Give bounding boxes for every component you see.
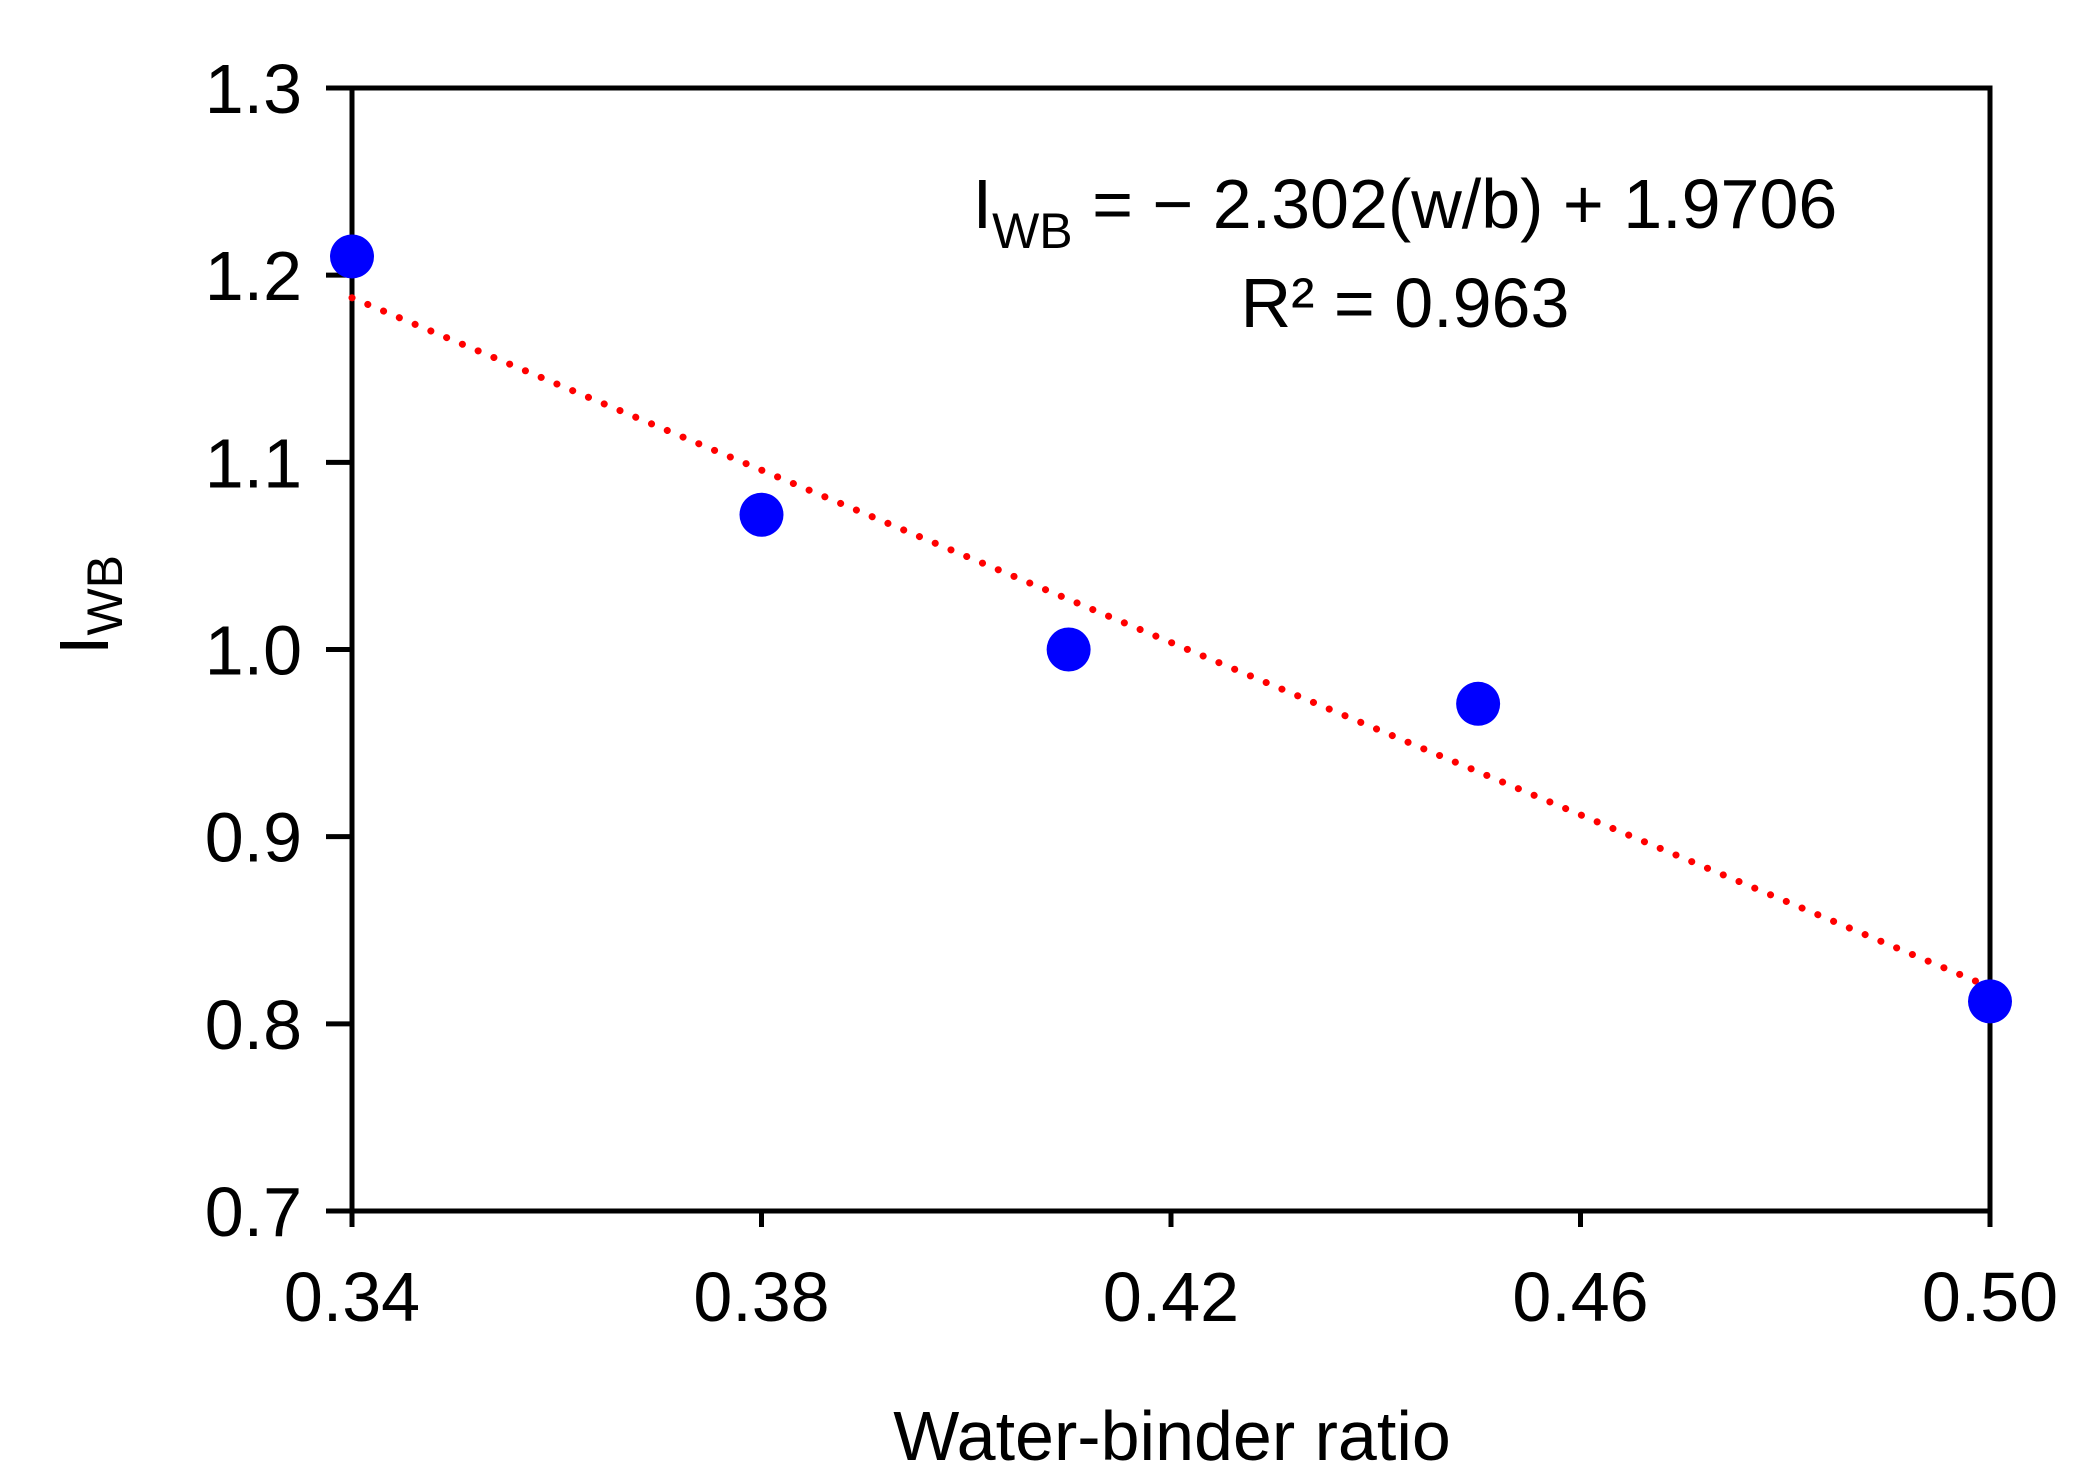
trendline-equation: IWB = − 2.302(w/b) + 1.9706: [973, 165, 1838, 259]
trendline-group: [348, 294, 1994, 991]
x-tick-label-2: 0.42: [1103, 1258, 1239, 1336]
x-tick-label-4: 0.50: [1922, 1258, 2058, 1336]
plot-frame: [349, 85, 1993, 1214]
data-point-0-0: [330, 234, 374, 279]
x-axis-ticks: 0.34 0.38 0.42 0.46 0.50: [284, 1211, 2058, 1336]
x-tick-label-0: 0.34: [284, 1258, 420, 1336]
equation-lhs-sub: WB: [992, 203, 1073, 259]
y-tick-label-5: 1.2: [205, 237, 302, 315]
data-points: [330, 234, 2012, 1024]
plot-border: [349, 85, 1993, 1214]
x-axis-title: Water-binder ratio: [893, 1397, 1451, 1475]
y-axis-title-sub: WB: [77, 555, 133, 636]
y-axis-ticks: 0.7 0.8 0.9 1.0 1.1 1.2 1.3: [205, 50, 352, 1251]
y-tick-label-6: 1.3: [205, 50, 302, 128]
r-squared-label: R² = 0.963: [1241, 264, 1570, 342]
equation-rhs: = − 2.302(w/b) + 1.9706: [1073, 165, 1838, 243]
y-axis-title-main: I: [45, 636, 123, 655]
trendline: [348, 294, 1994, 991]
y-tick-label-4: 1.1: [205, 424, 302, 502]
y-tick-label-0: 0.7: [205, 1173, 302, 1251]
data-point-0-4: [1968, 979, 2012, 1024]
data-point-0-1: [739, 492, 784, 537]
equation-lhs-main: I: [973, 165, 992, 243]
data-point-0-3: [1456, 681, 1501, 726]
y-tick-label-3: 1.0: [205, 612, 302, 690]
y-axis-title: IWB: [45, 555, 133, 655]
data-point-0-2: [1046, 627, 1091, 672]
x-tick-label-1: 0.38: [693, 1258, 829, 1336]
x-tick-label-3: 0.46: [1512, 1258, 1648, 1336]
y-tick-label-2: 0.9: [205, 799, 302, 877]
y-tick-label-1: 0.8: [205, 986, 302, 1064]
